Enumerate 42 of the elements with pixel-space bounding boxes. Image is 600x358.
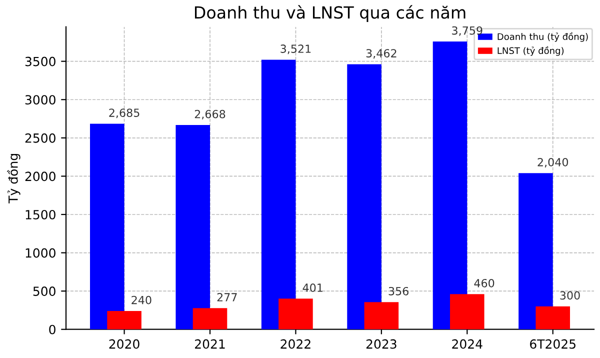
x-tick-label: 6T2025	[530, 339, 576, 349]
bar	[278, 298, 313, 330]
y-tick-label: 1000	[26, 248, 56, 258]
y-tick-label: 3000	[25, 95, 56, 105]
bar	[90, 124, 124, 330]
x-tick-label: 2024	[452, 339, 482, 349]
data-label: 2,040	[538, 158, 568, 168]
y-tick-label: 0	[49, 324, 56, 334]
x-tick-label: 2022	[280, 339, 310, 349]
data-label: 356	[388, 286, 408, 296]
y-tick-label: 2000	[25, 172, 56, 182]
bar	[432, 41, 468, 330]
legend-label: Doanh thu (tỷ đồng)	[498, 32, 588, 42]
x-tick-label: 2021	[195, 339, 225, 349]
bar	[450, 294, 484, 330]
bar	[364, 302, 399, 330]
y-tick-label: 3500	[25, 56, 56, 66]
x-tick-label: 2023	[366, 339, 396, 349]
bar	[176, 125, 210, 330]
data-label: 240	[132, 296, 152, 304]
bar	[107, 310, 142, 330]
data-label: 277	[217, 292, 237, 302]
bar	[192, 308, 228, 330]
bar	[518, 173, 553, 330]
y-tick-label: 1500	[26, 210, 56, 220]
legend-label: LNST (tỷ đồng)	[498, 46, 564, 56]
data-label: 3,462	[366, 49, 396, 59]
data-label: 2,668	[194, 110, 226, 120]
data-label: 401	[302, 283, 322, 292]
bar	[261, 60, 296, 330]
data-label: 3,759	[452, 26, 482, 36]
y-tick-label: 2500	[25, 133, 56, 143]
y-axis-title: Tỷ đồng	[7, 154, 20, 204]
bar	[536, 306, 570, 330]
x-tick-label: 2020	[109, 339, 140, 349]
data-label: 300	[560, 291, 580, 300]
data-label: 2,685	[109, 108, 140, 118]
y-tick-label: 500	[33, 286, 56, 296]
bar	[347, 64, 382, 330]
chart-title: Doanh thu và LNST qua các năm	[194, 5, 466, 22]
data-label: 3,521	[280, 44, 311, 54]
data-label: 460	[474, 278, 494, 288]
